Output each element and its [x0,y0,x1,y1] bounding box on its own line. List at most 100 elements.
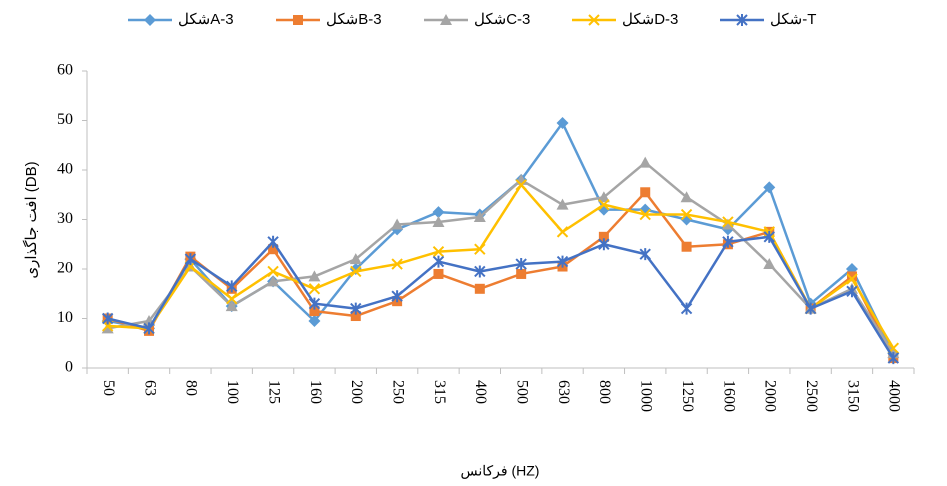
x-tick-label: 63 [141,380,158,396]
data-point [432,206,445,219]
data-point [308,314,321,327]
data-point [763,258,776,270]
data-point [308,270,321,282]
series-line [107,183,895,349]
data-point [598,231,609,242]
data-point [597,191,610,203]
data-point [101,312,114,325]
data-point [515,258,527,271]
x-tick-label: 800 [596,380,613,404]
data-point [267,235,279,248]
data-point [226,292,238,305]
x-tick-label: 1600 [720,380,737,412]
y-tick-label: 10 [57,309,73,326]
data-point [225,300,238,312]
data-point [474,283,485,294]
legend-label: شکلB-3 [326,11,382,28]
data-point [763,230,775,243]
x-tick-label: 80 [183,380,200,396]
data-point [308,283,321,295]
data-point [722,216,734,228]
data-point [640,187,651,198]
data-point [350,311,361,322]
data-point [309,306,320,317]
data-point [350,265,362,278]
x-axis-label: فرکانس (HZ) [461,463,540,480]
x-tick-label: 400 [472,380,489,404]
data-point [391,258,403,270]
data-point [391,290,403,303]
legend-marker [144,14,156,26]
legend-label: شکلD-3 [622,11,678,28]
x-tick-label: 250 [389,380,406,404]
data-point [639,156,652,168]
legend-label: شکلC-3 [474,11,530,28]
data-point [681,241,692,252]
data-point [639,208,651,221]
data-point [515,179,527,191]
x-tick-label: 630 [555,380,572,404]
legend-marker [440,14,452,25]
data-point [349,253,362,265]
legend-label: شکلA-3 [178,11,234,28]
data-point [722,235,734,248]
data-point [350,302,362,315]
data-point [474,265,486,278]
data-point [556,255,569,268]
data-point [433,268,444,279]
data-point [680,191,693,203]
data-point [184,253,197,266]
x-tick-label: 200 [348,380,365,404]
data-point [391,218,404,230]
data-point [556,198,569,210]
x-tick-label: 4000 [886,380,903,412]
y-tick-label: 40 [57,161,73,178]
data-point [143,322,155,335]
legend-marker [588,14,600,26]
data-point [598,198,610,211]
x-tick-label: 2000 [762,380,779,412]
legend-marker [293,15,303,25]
x-tick-label: 315 [431,380,448,404]
data-point [101,322,114,334]
x-tick-label: 100 [224,380,241,404]
data-point [804,302,817,315]
legend-marker [736,14,748,26]
data-point [846,273,858,285]
x-tick-label: 50 [100,380,117,396]
x-tick-label: 1000 [638,380,655,412]
y-tick-label: 20 [57,260,73,277]
data-point [763,181,776,194]
y-tick-label: 30 [57,210,73,227]
data-point [846,271,857,282]
data-point [267,275,280,287]
data-point [267,265,279,278]
x-tick-label: 500 [514,380,531,404]
data-point [516,268,527,279]
data-point [680,302,693,315]
data-point [432,255,445,268]
data-point [226,280,238,293]
y-tick-label: 50 [57,111,73,128]
x-tick-label: 125 [265,380,282,404]
data-point [598,238,610,251]
x-tick-label: 3150 [844,380,861,412]
series-line [107,235,895,359]
data-point [268,244,279,255]
x-tick-label: 2500 [803,380,820,412]
data-point [887,352,900,365]
series-line [107,161,895,354]
x-tick-label: 160 [307,380,324,404]
y-tick-label: 0 [65,359,73,376]
data-point [556,116,569,129]
data-point [432,215,445,227]
data-point [432,245,445,258]
series-line [107,121,895,354]
y-tick-label: 60 [57,62,73,79]
data-point [721,218,734,230]
y-axis-label: افت جاگذاری (DB) [22,161,40,278]
x-tick-label: 1250 [679,380,696,412]
series-line [107,191,895,359]
data-point [846,285,858,298]
